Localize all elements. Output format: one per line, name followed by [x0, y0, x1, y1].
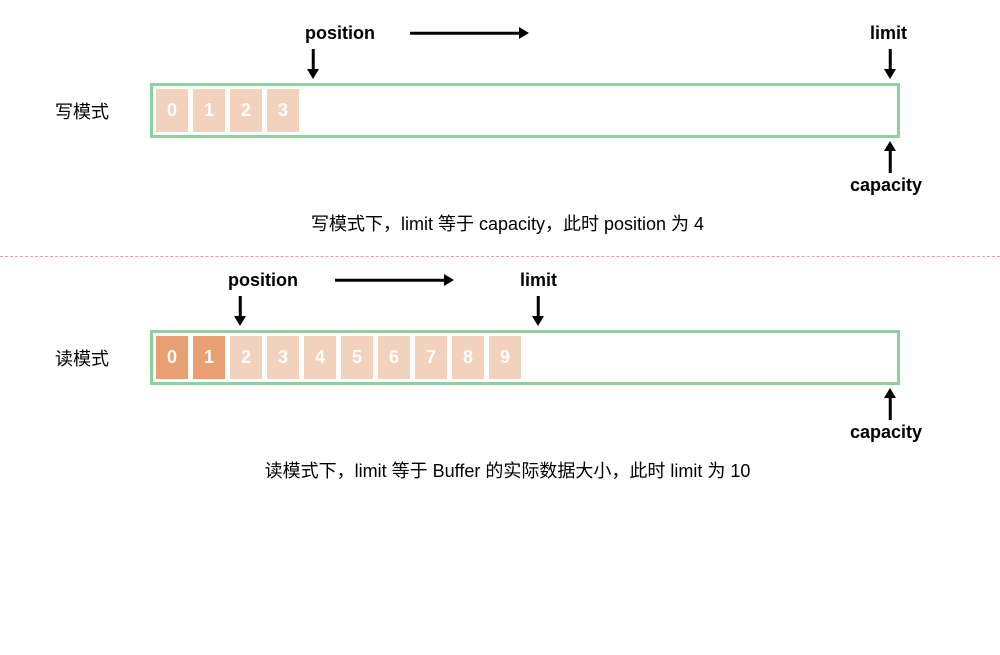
buffer-cell: 2	[230, 336, 262, 379]
buffer-cell: 5	[341, 336, 373, 379]
read-mode-caption: 读模式下，limit 等于 Buffer 的实际数据大小，此时 limit 为 …	[55, 457, 960, 483]
buffer-cell: 3	[267, 89, 299, 132]
read-buffer-area: position limit 0123456789 capacity	[150, 330, 960, 385]
write-mode-section: 写模式 position limit 0123 capacity 写模式下，li…	[0, 0, 1000, 256]
buffer-cell: 3	[267, 336, 299, 379]
buffer-cell: 0	[156, 336, 188, 379]
buffer-cell: 2	[230, 89, 262, 132]
write-buffer-area: position limit 0123 capacity	[150, 83, 960, 138]
buffer-cell: 0	[156, 89, 188, 132]
write-mode-label: 写模式	[55, 98, 150, 124]
buffer-cell: 4	[304, 336, 336, 379]
buffer-cell: 1	[193, 336, 225, 379]
buffer-cell: 6	[378, 336, 410, 379]
write-position-label: position	[305, 23, 375, 44]
read-capacity-label: capacity	[850, 422, 922, 443]
buffer-cell: 8	[452, 336, 484, 379]
write-mode-caption: 写模式下，limit 等于 capacity，此时 position 为 4	[55, 210, 960, 236]
read-mode-label: 读模式	[55, 345, 150, 371]
write-limit-label: limit	[870, 23, 907, 44]
write-buffer-box: 0123	[150, 83, 900, 138]
write-capacity-label: capacity	[850, 175, 922, 196]
read-position-label: position	[228, 270, 298, 291]
read-buffer-box: 0123456789	[150, 330, 900, 385]
buffer-cell: 9	[489, 336, 521, 379]
buffer-cell: 1	[193, 89, 225, 132]
read-limit-label: limit	[520, 270, 557, 291]
read-mode-section: 读模式 position limit 0123456789 capacity 读…	[0, 257, 1000, 503]
buffer-cell: 7	[415, 336, 447, 379]
